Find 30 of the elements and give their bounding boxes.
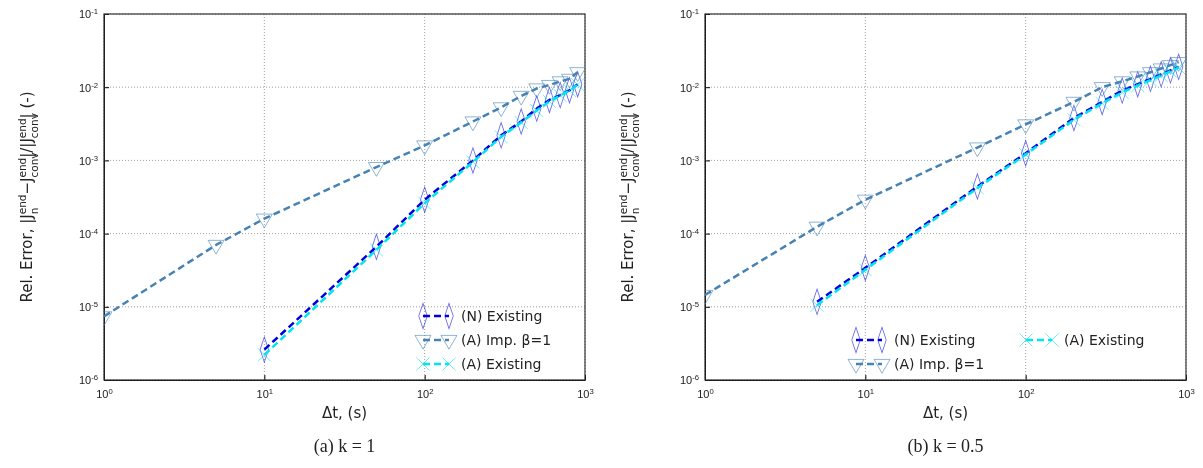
x-axis-title: Δt, (s) — [922, 404, 969, 422]
y-tick-label: 10$^{-1}$ — [679, 6, 699, 21]
x-tick-label: 10$^{0}$ — [96, 386, 113, 400]
legend-label: (A) Imp. β=1 — [461, 331, 552, 348]
text: (a) k = 1 — [313, 436, 376, 457]
y-tick-label: 10$^{-2}$ — [78, 80, 98, 94]
x-tick-label: 10$^{3}$ — [577, 386, 594, 400]
x-tick-label: 10$^{1}$ — [256, 386, 274, 400]
x-tick-label: 10$^{2}$ — [1017, 386, 1035, 400]
y-tick-label: 10$^{-1}$ — [78, 6, 98, 21]
legend-label: (N) Existing — [461, 307, 543, 324]
x-axis-title: Δt, (s) — [321, 404, 368, 422]
x-tick-label: 10$^{1}$ — [857, 386, 875, 400]
y-tick-label: 10$^{-3}$ — [78, 153, 98, 167]
y-tick-label: 10$^{-5}$ — [78, 299, 98, 314]
legend-label: (A) Existing — [461, 355, 542, 372]
y-tick-label: 10$^{-4}$ — [679, 226, 700, 240]
y-tick-label: 10$^{-5}$ — [679, 299, 699, 314]
y-tick-label: 10$^{-4}$ — [78, 226, 99, 240]
text: (b) k = 0.5 — [907, 436, 984, 457]
x-tick-label: 10$^{2}$ — [416, 386, 434, 400]
y-tick-label: 10$^{-2}$ — [679, 80, 699, 94]
legend-label: (A) Imp. β=1 — [894, 355, 985, 372]
legend-label: (A) Existing — [1064, 331, 1145, 348]
legend-label: (N) Existing — [894, 331, 976, 348]
x-tick-label: 10$^{0}$ — [697, 386, 714, 400]
y-tick-label: 10$^{-6}$ — [679, 372, 699, 387]
x-tick-label: 10$^{3}$ — [1178, 386, 1195, 400]
y-tick-label: 10$^{-3}$ — [679, 153, 699, 167]
y-tick-label: 10$^{-6}$ — [78, 372, 98, 387]
